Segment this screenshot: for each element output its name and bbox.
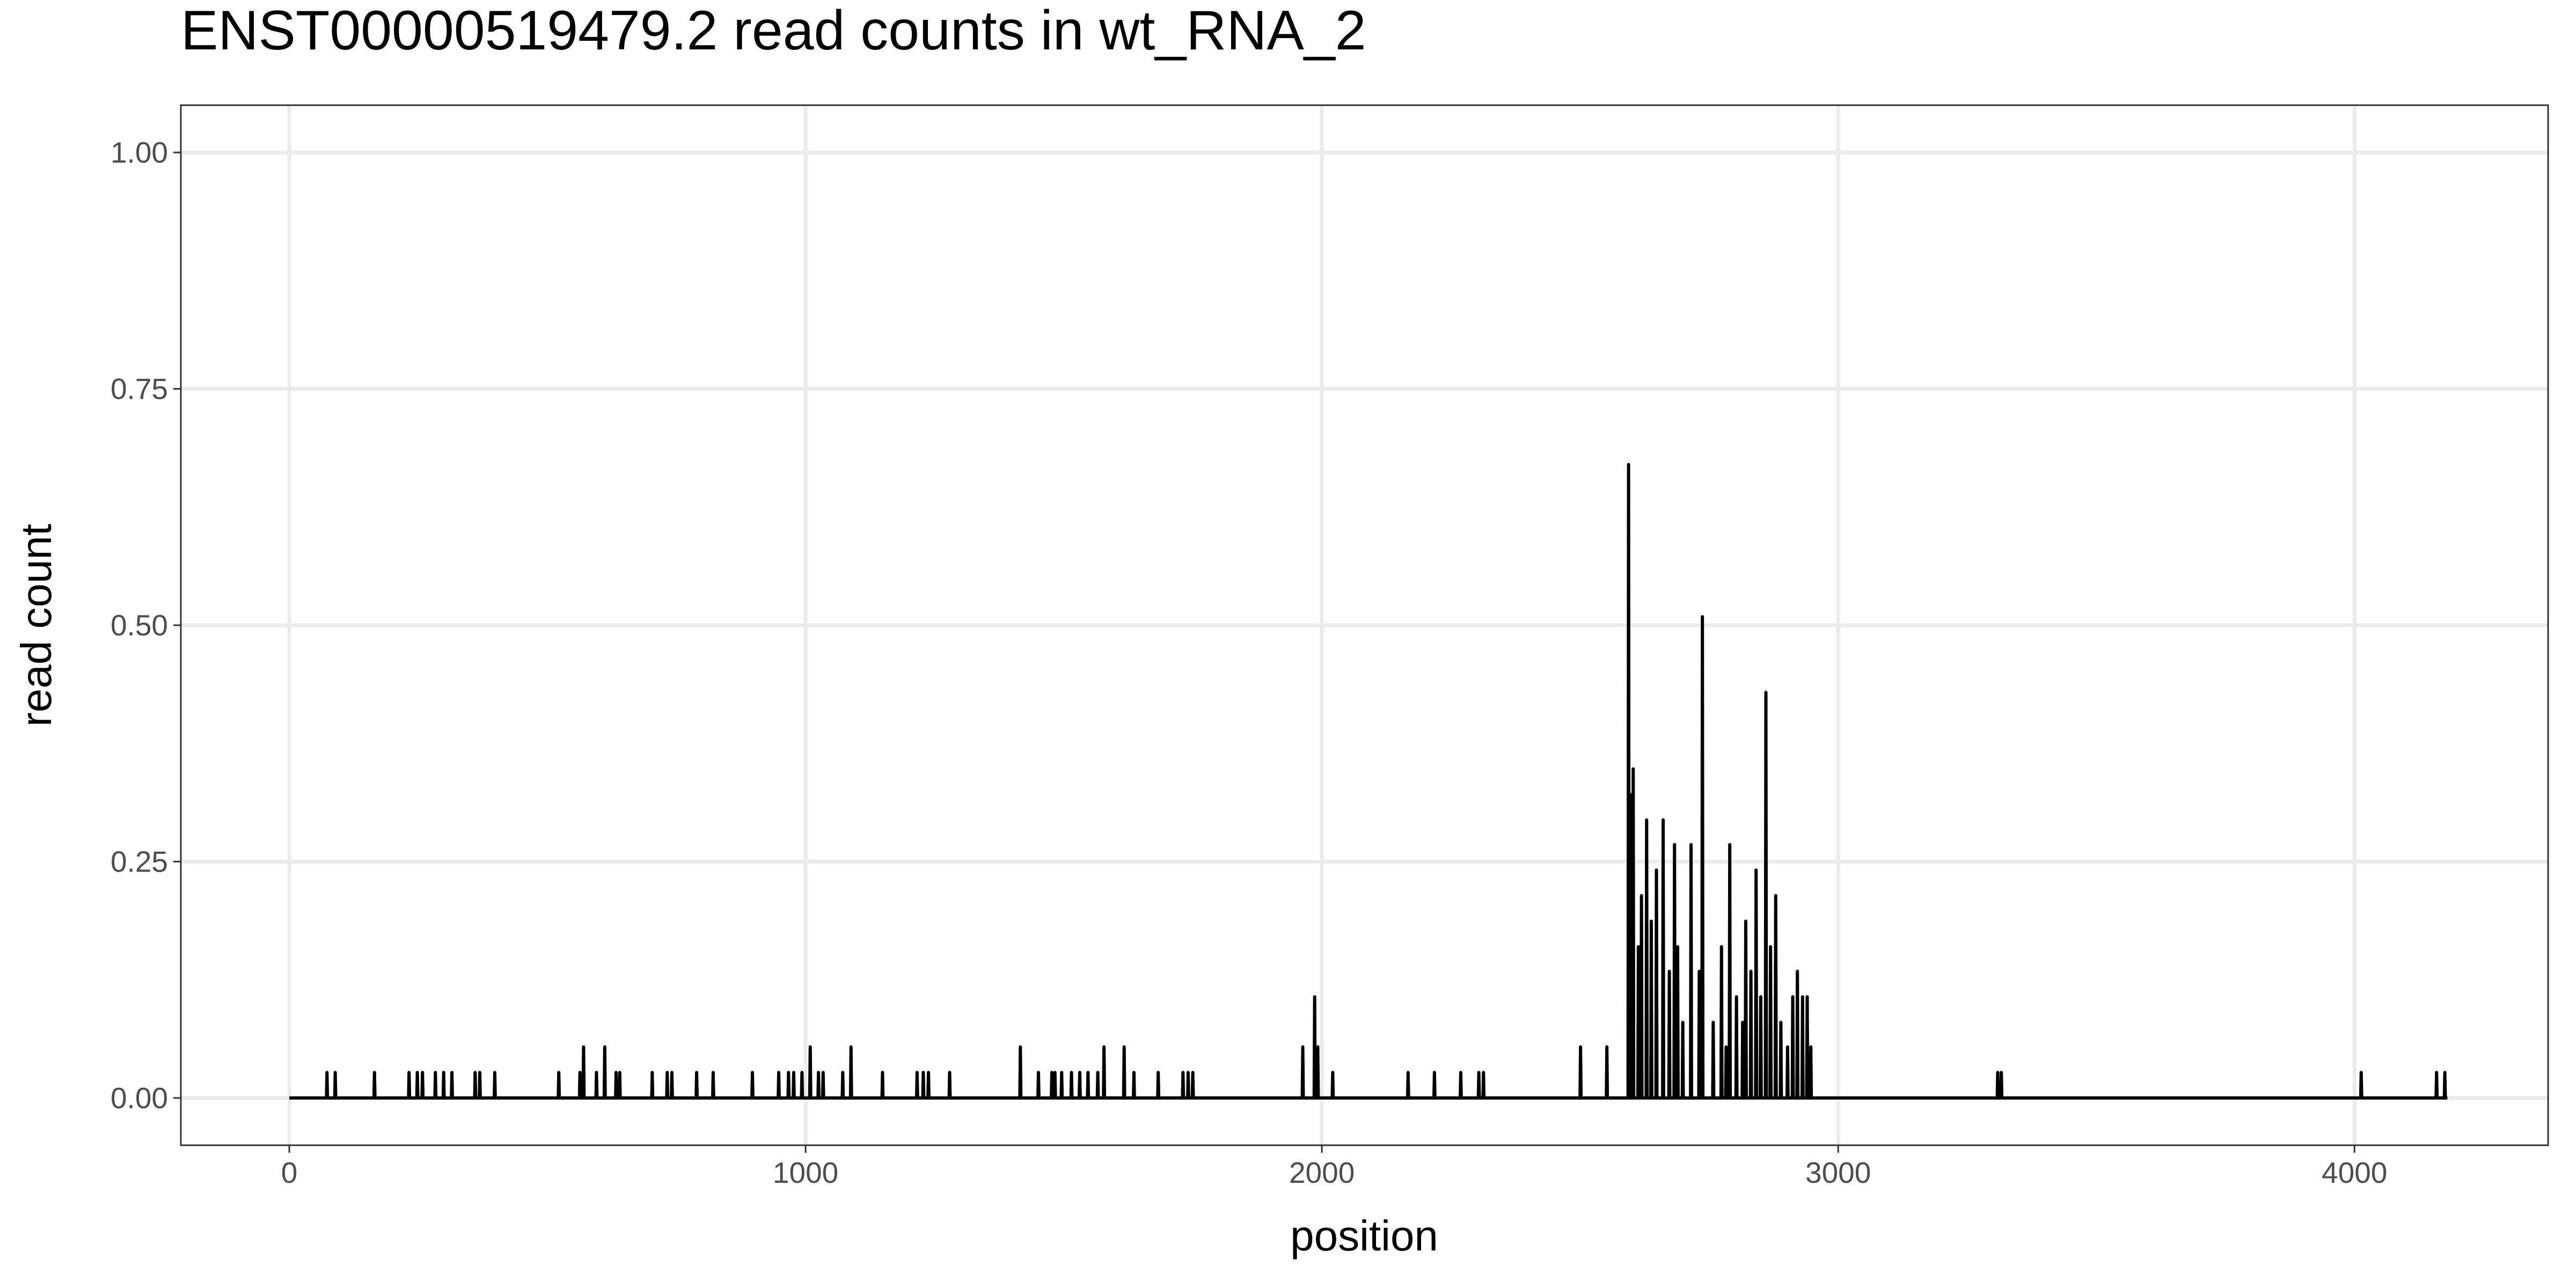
- x-tick-label: 4000: [2322, 1156, 2387, 1189]
- x-tick-label: 1000: [773, 1156, 838, 1189]
- chart-title: ENST00000519479.2 read counts in wt_RNA_…: [181, 0, 1366, 62]
- x-tick-label: 3000: [1805, 1156, 1871, 1189]
- y-tick-label: 0.25: [111, 845, 168, 878]
- y-tick-label: 0.50: [111, 609, 168, 642]
- plot-border: [180, 104, 2549, 1146]
- x-axis-label: position: [1290, 1212, 1438, 1260]
- x-tick-label: 2000: [1289, 1156, 1355, 1189]
- y-axis-label: read count: [12, 524, 60, 727]
- y-tick-label: 0.75: [111, 372, 168, 406]
- x-tick-label: 0: [281, 1156, 298, 1189]
- y-tick-label: 0.00: [111, 1081, 168, 1115]
- data-line: [289, 463, 2448, 1100]
- y-tick-label: 1.00: [111, 136, 168, 169]
